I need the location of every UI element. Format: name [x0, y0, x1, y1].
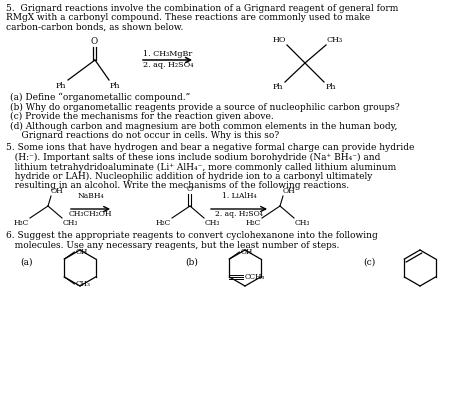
- Text: 2. aq. H₂SO₄: 2. aq. H₂SO₄: [215, 210, 263, 218]
- Text: 5. Some ions that have hydrogen and bear a negative formal charge can provide hy: 5. Some ions that have hydrogen and bear…: [6, 144, 414, 152]
- Text: 5.  Grignard reactions involve the combination of a Grignard reagent of general : 5. Grignard reactions involve the combin…: [6, 4, 398, 13]
- Text: CCH₃: CCH₃: [245, 273, 265, 281]
- Text: 2. aq. H₂SO₄: 2. aq. H₂SO₄: [143, 61, 193, 69]
- Text: H₃C: H₃C: [14, 219, 29, 227]
- Text: resulting in an alcohol. Write the mechanisms of the following reactions.: resulting in an alcohol. Write the mecha…: [6, 182, 349, 190]
- Text: (c): (c): [363, 258, 375, 267]
- Text: hydride or LAH). Nucleophilic addition of hydride ion to a carbonyl ultimately: hydride or LAH). Nucleophilic addition o…: [6, 172, 373, 181]
- Text: O: O: [91, 37, 98, 46]
- Text: OH: OH: [75, 248, 88, 256]
- Text: Ph: Ph: [110, 82, 120, 90]
- Text: H₃C: H₃C: [155, 219, 171, 227]
- Text: RMgX with a carbonyl compound. These reactions are commonly used to make: RMgX with a carbonyl compound. These rea…: [6, 14, 370, 22]
- Text: CH₃: CH₃: [205, 219, 220, 227]
- Text: 6. Suggest the appropriate reagents to convert cyclohexanone into the following: 6. Suggest the appropriate reagents to c…: [6, 231, 378, 240]
- Text: (H:⁻). Important salts of these ions include sodium borohydride (Na⁺ BH₄⁻) and: (H:⁻). Important salts of these ions inc…: [6, 153, 380, 162]
- Text: CH₃: CH₃: [63, 219, 78, 227]
- Text: 1. CH₃MgBr: 1. CH₃MgBr: [143, 50, 192, 58]
- Text: Ph: Ph: [326, 83, 337, 91]
- Text: molecules. Use any necessary reagents, but the least number of steps.: molecules. Use any necessary reagents, b…: [6, 241, 339, 249]
- Text: (c) Provide the mechanisms for the reaction given above.: (c) Provide the mechanisms for the react…: [10, 112, 274, 121]
- Text: HO: HO: [273, 36, 286, 44]
- Text: NaBH₄: NaBH₄: [77, 192, 104, 200]
- Text: H₃C: H₃C: [246, 219, 261, 227]
- Text: CH₃: CH₃: [327, 36, 343, 44]
- Text: OH: OH: [240, 248, 253, 256]
- Text: (b) Why do organometallic reagents provide a source of nucleophilic carbon group: (b) Why do organometallic reagents provi…: [10, 103, 400, 112]
- Text: CH₃: CH₃: [295, 219, 310, 227]
- Text: OH: OH: [283, 187, 296, 195]
- Text: Ph: Ph: [273, 83, 283, 91]
- Text: Ph: Ph: [55, 82, 66, 90]
- Text: O: O: [186, 185, 192, 193]
- Text: (b): (b): [185, 258, 198, 267]
- Text: CH₃: CH₃: [75, 280, 91, 288]
- Text: carbon-carbon bonds, as shown below.: carbon-carbon bonds, as shown below.: [6, 23, 183, 32]
- Text: (a): (a): [20, 258, 33, 267]
- Text: (a) Define “organometallic compound.”: (a) Define “organometallic compound.”: [10, 93, 190, 102]
- Text: 1. LiAlH₄: 1. LiAlH₄: [222, 192, 256, 200]
- Text: CH₃CH₂OH: CH₃CH₂OH: [69, 210, 112, 218]
- Text: lithium tetrahydridoaluminate (Li⁺ AlH₄⁻, more commonly called lithium aluminum: lithium tetrahydridoaluminate (Li⁺ AlH₄⁻…: [6, 162, 396, 172]
- Text: (d) Although carbon and magnesium are both common elements in the human body,: (d) Although carbon and magnesium are bo…: [10, 122, 397, 130]
- Text: Grignard reactions do not occur in cells. Why is this so?: Grignard reactions do not occur in cells…: [10, 131, 279, 140]
- Text: OH: OH: [51, 187, 64, 195]
